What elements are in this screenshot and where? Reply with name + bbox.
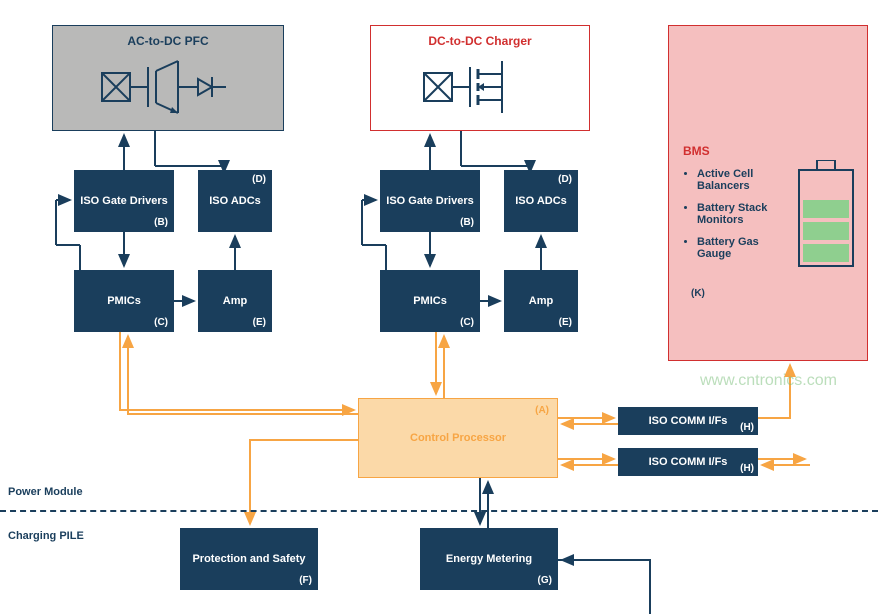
node-control: (A) Control Processor [358,398,558,478]
diagram-container: AC-to-DC PFC DC-to-DC Charger [0,0,878,614]
node-tag: (E) [559,317,572,328]
node-label: ISO Gate Drivers [386,195,473,207]
node-tag: (G) [538,575,552,586]
node-iso-gate-1: ISO Gate Drivers (B) [74,170,174,232]
node-tag: (B) [154,217,168,228]
node-amp-2: Amp (E) [504,270,578,332]
battery-icon [797,160,855,270]
node-energy: Energy Metering (G) [420,528,558,590]
node-label: ISO ADCs [515,195,567,207]
igbt-icon [98,57,238,117]
node-iso-comm-2: ISO COMM I/Fs (H) [618,448,758,476]
watermark-text: www.cntronics.com [700,372,837,390]
node-label: ISO ADCs [209,195,261,207]
node-tag: (H) [740,463,754,474]
node-iso-adc-2: (D) ISO ADCs [504,170,578,232]
node-tag: (F) [299,575,312,586]
node-label: ISO COMM I/Fs [649,456,728,468]
bms-item: Battery Stack Monitors [697,202,793,226]
node-tag: (H) [740,422,754,433]
node-tag: (E) [253,317,266,328]
node-iso-gate-2: ISO Gate Drivers (B) [380,170,480,232]
node-label: ISO COMM I/Fs [649,415,728,427]
node-label: Protection and Safety [192,553,305,565]
section-power-module: Power Module [8,486,83,498]
header-pfc: AC-to-DC PFC [52,25,284,131]
node-tag: (D) [558,174,572,185]
node-label: Amp [529,295,553,307]
header-charger-title: DC-to-DC Charger [371,34,589,48]
bms-tag: (K) [691,288,705,299]
node-tag: (D) [252,174,266,185]
header-pfc-title: AC-to-DC PFC [53,34,283,48]
node-label: PMICs [413,295,447,307]
node-tag: (A) [535,405,549,416]
bms-item: Battery Gas Gauge [697,236,793,260]
node-pmic-1: PMICs (C) [74,270,174,332]
node-label: PMICs [107,295,141,307]
header-bms: BMS Active Cell Balancers Battery Stack … [668,25,868,361]
node-tag: (B) [460,217,474,228]
node-iso-comm-1: ISO COMM I/Fs (H) [618,407,758,435]
node-iso-adc-1: (D) ISO ADCs [198,170,272,232]
node-pmic-2: PMICs (C) [380,270,480,332]
node-amp-1: Amp (E) [198,270,272,332]
section-charging-pile: Charging PILE [8,530,84,542]
section-divider [0,510,878,512]
mosfet-icon [420,57,540,117]
bms-item: Active Cell Balancers [697,168,793,192]
node-tag: (C) [460,317,474,328]
node-tag: (C) [154,317,168,328]
node-label: Control Processor [410,432,506,444]
node-protection: Protection and Safety (F) [180,528,318,590]
node-label: Amp [223,295,247,307]
node-label: Energy Metering [446,553,532,565]
node-label: ISO Gate Drivers [80,195,167,207]
header-bms-title: BMS [683,144,710,158]
header-charger: DC-to-DC Charger [370,25,590,131]
bms-feature-list: Active Cell Balancers Battery Stack Moni… [683,168,793,270]
